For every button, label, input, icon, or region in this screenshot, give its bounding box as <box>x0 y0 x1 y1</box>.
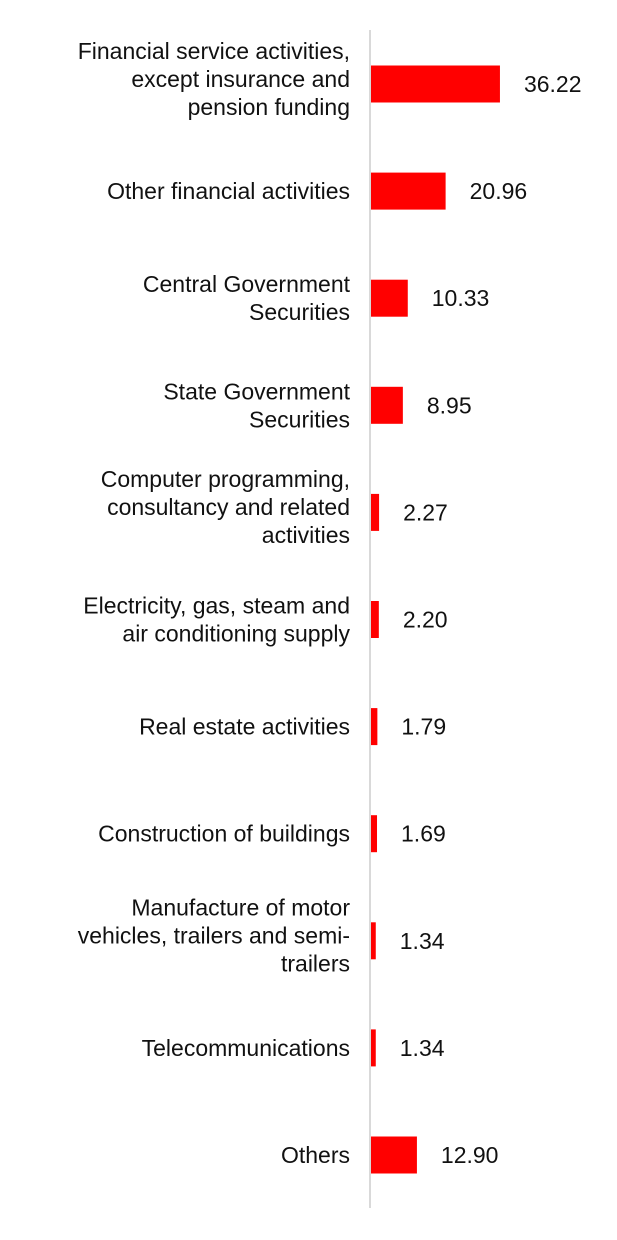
category-label-9: Manufacture of motor vehicles, trailers a… <box>78 895 351 977</box>
value-label-8: 1.69 <box>401 821 446 847</box>
bar-3 <box>371 279 408 317</box>
bar-2 <box>371 172 446 210</box>
bar-5 <box>371 493 380 531</box>
category-label-line: Telecommunications <box>142 1035 350 1061</box>
bar-7 <box>371 708 378 746</box>
category-label-10: Telecommunications <box>142 1035 350 1061</box>
bar-10 <box>371 1029 376 1067</box>
category-label-2: Other financial activities <box>107 178 350 204</box>
bar-11 <box>371 1136 417 1174</box>
category-label-line: Financial service activities, <box>78 38 350 64</box>
bar-6 <box>371 601 379 638</box>
category-labels-group: Financial service activities, except insu… <box>78 38 351 1168</box>
value-label-1: 36.22 <box>524 71 582 97</box>
value-label-6: 2.20 <box>403 607 448 633</box>
category-label-line: air conditioning supply <box>122 621 350 647</box>
category-label-line: Real estate activities <box>139 714 350 740</box>
value-label-2: 20.96 <box>470 178 528 204</box>
bars-group <box>371 65 500 1174</box>
bar-1 <box>371 65 500 103</box>
category-label-line: except insurance and <box>131 66 350 92</box>
category-label-line: consultancy and related <box>107 494 350 520</box>
value-label-11: 12.90 <box>441 1142 499 1168</box>
bar-4 <box>371 386 403 424</box>
value-label-10: 1.34 <box>400 1035 445 1061</box>
category-label-6: Electricity, gas, steam and air condition… <box>83 593 350 647</box>
category-label-line: activities <box>262 522 350 548</box>
value-label-9: 1.34 <box>400 928 445 954</box>
category-label-line: Securities <box>249 299 350 325</box>
value-label-7: 1.79 <box>401 714 446 740</box>
category-label-line: Computer programming, <box>101 466 350 492</box>
category-label-line: Electricity, gas, steam and <box>83 593 350 619</box>
category-label-line: Others <box>281 1142 350 1168</box>
category-label-line: Central Government <box>143 271 351 297</box>
category-label-5: Computer programming, consultancy and rel… <box>101 466 350 548</box>
category-label-8: Construction of buildings <box>98 821 350 847</box>
bar-9 <box>371 922 376 960</box>
category-label-line: Other financial activities <box>107 178 350 204</box>
category-label-7: Real estate activities <box>139 714 350 740</box>
category-label-11: Others <box>281 1142 350 1168</box>
category-label-line: State Government <box>163 378 350 404</box>
category-label-4: State Government Securities <box>163 378 350 432</box>
category-label-line: vehicles, trailers and semi- <box>78 923 350 949</box>
category-label-1: Financial service activities, except insu… <box>78 38 350 120</box>
category-label-line: pension funding <box>188 94 350 120</box>
value-label-3: 10.33 <box>432 285 490 311</box>
value-label-4: 8.95 <box>427 392 472 418</box>
value-labels-group: 36.22 20.96 10.33 8.95 2.27 2.20 1.79 1.69 1.34 1… <box>400 71 582 1168</box>
category-label-line: Construction of buildings <box>98 821 350 847</box>
bar-8 <box>371 815 378 853</box>
category-label-3: Central Government Securities <box>143 271 351 325</box>
category-label-line: trailers <box>281 951 350 977</box>
value-label-5: 2.27 <box>403 499 448 525</box>
category-label-line: Securities <box>249 406 350 432</box>
category-label-line: Manufacture of motor <box>131 895 350 921</box>
